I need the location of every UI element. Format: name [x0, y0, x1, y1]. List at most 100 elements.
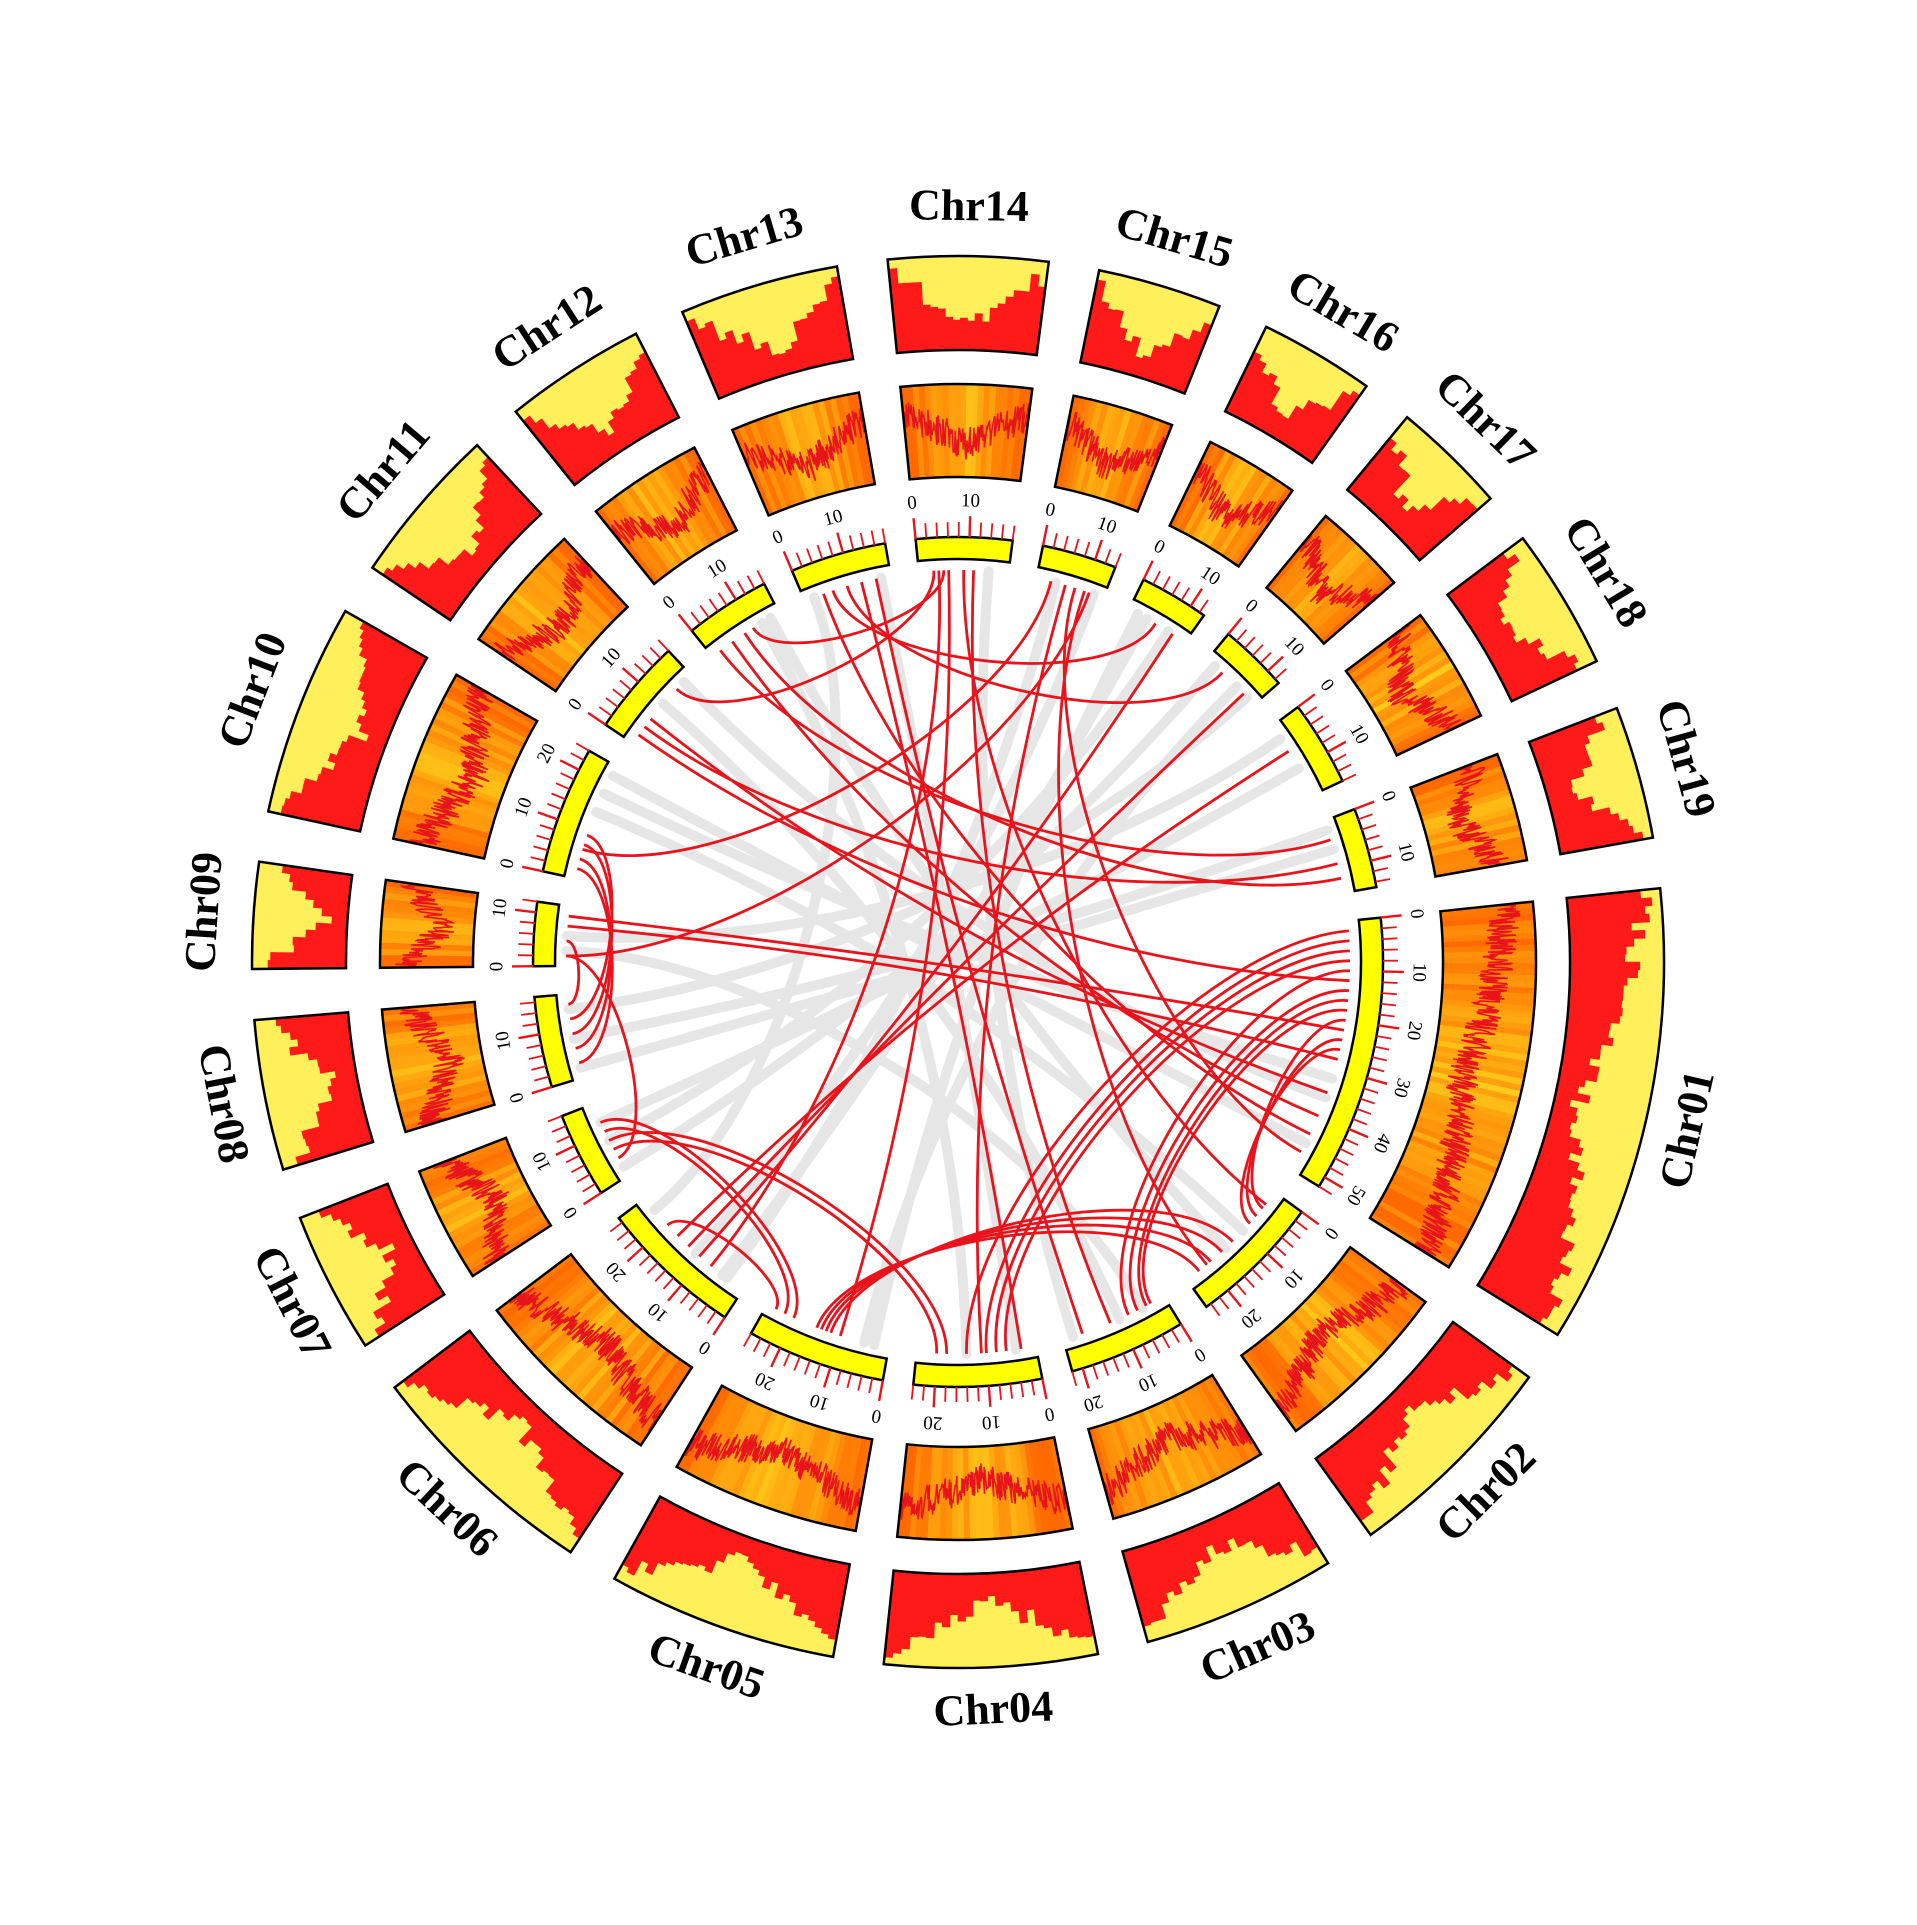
heatmap-cell-chr06-10 [585, 1333, 651, 1409]
heatmap-cell-chr08-3 [398, 1084, 491, 1114]
density-bar-chr04-5 [1036, 1567, 1053, 1629]
density-bar-chr06-12 [530, 1417, 556, 1445]
tick-chr03-0 [1179, 1323, 1193, 1343]
density-bar-chr13-17 [819, 300, 840, 364]
density-bar-chr12-4 [566, 422, 603, 469]
ideogram-chr02 [1191, 1197, 1304, 1309]
density-bar-chr04-25 [883, 1570, 901, 1658]
density-bar-chr07-2 [373, 1276, 437, 1320]
density-bar-chr15-9 [1143, 344, 1163, 382]
tick-label-chr02-10: 10 [1279, 1264, 1307, 1292]
density-bar-chr03-4 [1247, 1497, 1285, 1556]
density-bar-chr03-10 [1209, 1516, 1232, 1554]
heatmap-cell-chr13-18 [835, 395, 861, 489]
heatmap-cell-chr06-13 [571, 1322, 639, 1397]
tick-chr07-0 [582, 1191, 602, 1206]
density-bar-chr12-13 [626, 391, 656, 434]
tick-chr11-2 [598, 706, 613, 717]
heatmap-cell-chr07-2 [462, 1211, 546, 1266]
density-bar-chr05-11 [757, 1543, 776, 1578]
density-bar-chr10-25 [359, 621, 428, 665]
density-bar-chr15-11 [1157, 333, 1183, 386]
density-bar-chr04-17 [949, 1573, 959, 1615]
heatmap-cell-chr19-11 [1427, 818, 1520, 847]
tick-chr16-4 [1161, 575, 1171, 590]
synteny-link-chr07-chr05-28 [603, 1127, 790, 1315]
density-bar-chr18-14 [1499, 652, 1548, 684]
density-bar-chr14-11 [973, 313, 983, 351]
density-bar-chr03-17 [1162, 1536, 1187, 1584]
density-bar-chr07-7 [392, 1246, 420, 1266]
density-bar-chr01-22 [1561, 1053, 1591, 1066]
density-bar-chr04-4 [1043, 1566, 1062, 1637]
density-bar-chr06-26 [426, 1346, 487, 1399]
density-bar-chr05-14 [741, 1536, 756, 1558]
density-bar-chr04-16 [957, 1573, 966, 1622]
density-bar-chr01-44 [1517, 1203, 1568, 1232]
chromosome-tracks: 01020304050Chr0101020Chr0201020Chr030102… [175, 180, 1726, 1736]
tick-chr01-22 [1376, 1035, 1392, 1040]
density-bar-chr11-6 [447, 558, 480, 587]
tick-chr01-32 [1363, 1087, 1379, 1094]
tick-label-chr11-10: 10 [597, 644, 625, 672]
density-bar-chr12-0 [523, 415, 581, 485]
tick-chr10-6 [536, 834, 552, 841]
density-bar-chr02-21 [1348, 1428, 1386, 1471]
tick-chr05-24 [752, 1337, 762, 1353]
density-bar-chr13-9 [771, 353, 786, 378]
heatmap-profile-chr10 [406, 682, 494, 849]
density-bar-chr11-17 [481, 478, 532, 529]
tick-chr01-18 [1379, 1013, 1395, 1018]
density-bar-chr12-10 [610, 408, 638, 445]
tick-chr07-16 [547, 1115, 563, 1123]
chromosome-label-chr10: Chr10 [208, 625, 297, 754]
density-bar-chr08-13 [307, 1046, 353, 1061]
density-bar-chr08-1 [308, 1128, 372, 1154]
density-bar-chr07-10 [375, 1227, 410, 1250]
tick-chr01-46 [1334, 1157, 1349, 1167]
tick-chr15-0 [1041, 524, 1049, 546]
heatmap-cell-chr03-14 [1142, 1408, 1184, 1497]
density-frame-chr12 [513, 332, 681, 487]
density-bar-chr05-19 [698, 1524, 723, 1568]
density-bar-chr07-4 [374, 1264, 430, 1301]
density-bar-chr10-16 [362, 700, 399, 723]
density-bar-chr19-12 [1553, 807, 1612, 828]
density-bar-chr16-5 [1257, 403, 1279, 432]
ideogram-chr16 [1132, 577, 1206, 636]
density-bar-chr01-52 [1491, 1254, 1554, 1294]
tick-chr13-4 [806, 548, 813, 564]
heatmap-cell-chr16-9 [1209, 467, 1264, 551]
heatmap-cell-chr19-8 [1423, 800, 1515, 832]
density-bar-chr07-16 [330, 1189, 393, 1222]
heatmap-cell-chr12-6 [625, 485, 684, 566]
tick-chr03-8 [1142, 1344, 1151, 1359]
synteny-link-chr03-chr01-45 [1141, 1009, 1348, 1305]
tick-chr01-38 [1352, 1118, 1368, 1126]
density-bar-chr01-4 [1568, 922, 1632, 934]
tick-chr02-18 [1235, 1282, 1247, 1296]
density-bar-chr02-10 [1403, 1375, 1436, 1406]
density-bar-chr04-23 [901, 1571, 916, 1650]
heatmap-frame-chr19 [1408, 752, 1529, 878]
density-bar-chr05-18 [704, 1526, 730, 1574]
density-bar-chr05-28 [621, 1496, 667, 1569]
heatmap-cell-chr13-21 [852, 392, 876, 486]
density-frame-chr05 [612, 1494, 852, 1659]
tick-label-chr10-0: 0 [496, 857, 519, 871]
density-frame-chr16 [1223, 325, 1369, 465]
tick-chr13-14 [859, 532, 865, 548]
density-bar-chr04-13 [979, 1573, 989, 1602]
density-bar-chr06-4 [554, 1453, 600, 1511]
heatmap-cell-chr04-1 [1043, 1438, 1067, 1531]
density-bar-chr06-13 [518, 1413, 551, 1447]
tick-chr04-6 [1009, 1383, 1014, 1399]
tick-chr06-26 [609, 1221, 623, 1233]
density-bar-chr05-21 [682, 1518, 711, 1567]
density-bar-chr14-4 [922, 304, 933, 351]
density-bar-chr03-19 [1149, 1540, 1174, 1594]
heatmap-profile-chr11 [493, 548, 593, 661]
density-frame-chr02 [1313, 1320, 1531, 1537]
density-bar-chr19-10 [1550, 796, 1595, 815]
